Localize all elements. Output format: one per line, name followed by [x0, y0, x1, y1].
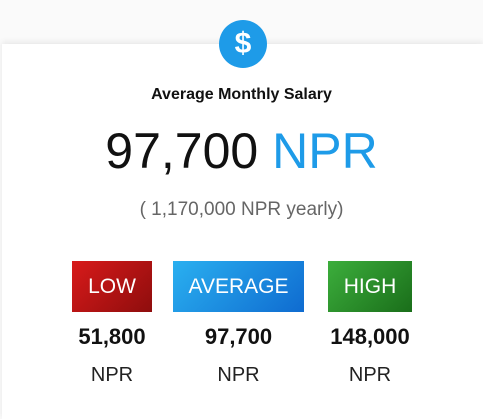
main-amount: 97,700	[105, 123, 259, 179]
high-currency: NPR	[348, 364, 392, 386]
main-currency: NPR	[272, 123, 378, 179]
high-amount: 148,000	[330, 324, 410, 349]
average-currency: NPR	[217, 364, 260, 386]
average-amount: 97,700	[204, 324, 273, 349]
main-amount-row: 97,700 NPR	[0, 122, 483, 180]
yearly-amount: ( 1,170,000 NPR yearly)	[139, 199, 344, 220]
low-button[interactable]: LOW	[72, 261, 152, 312]
average-button[interactable]: AVERAGE	[173, 261, 304, 312]
title: Average Monthly Salary	[151, 86, 332, 103]
dollar-icon: $	[219, 20, 267, 68]
salary-card	[2, 44, 483, 419]
low-amount: 51,800	[78, 324, 146, 349]
low-currency: NPR	[90, 364, 134, 386]
high-button[interactable]: HIGH	[328, 261, 412, 312]
